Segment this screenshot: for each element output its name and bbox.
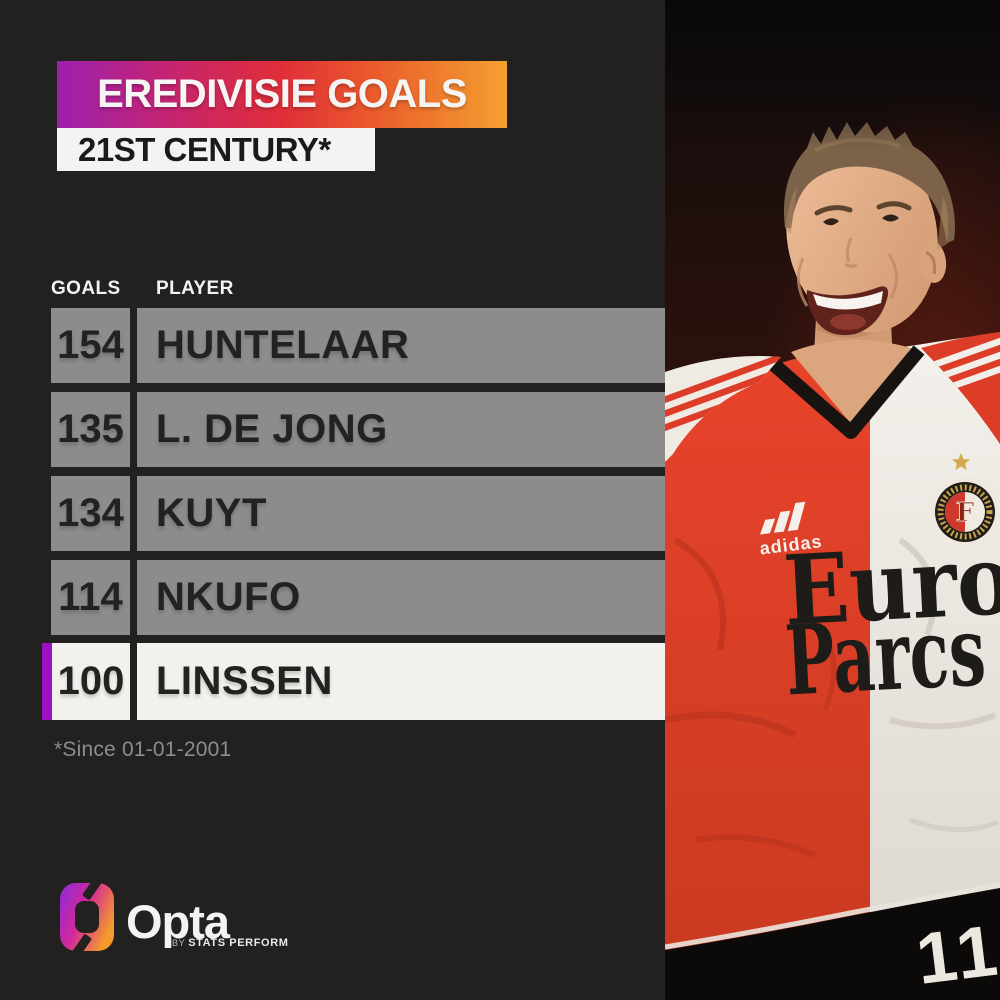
goals-cell: 114 (51, 560, 130, 635)
subtitle-banner: 21ST CENTURY* (57, 128, 375, 171)
player-cell: KUYT (137, 476, 665, 551)
player-shorts: 11 (665, 882, 1000, 1000)
shorts-number-text: 11 (912, 910, 1000, 1000)
table-row: 154 HUNTELAAR (0, 308, 665, 383)
goals-value: 154 (57, 323, 124, 367)
goals-cell: 135 (51, 392, 130, 467)
goals-value: 114 (58, 575, 123, 619)
player-name: KUYT (156, 491, 267, 535)
jersey-sponsor-text: Euro Parcs (781, 523, 1000, 718)
player-head (783, 122, 955, 407)
sponsor-line-1: Euro (781, 523, 1000, 648)
sponsor-line-2: Parcs (783, 594, 989, 717)
page-subtitle: 21ST CENTURY* (78, 130, 331, 168)
player-name: HUNTELAAR (156, 323, 410, 367)
player-name: L. DE JONG (156, 407, 388, 451)
player-photo-art: adidas F Euro Parcs (665, 0, 1000, 1000)
player-name: NKUFO (156, 575, 301, 619)
opta-tagline: BY STATS PERFORM (172, 937, 289, 949)
title-banner: EREDIVISIE GOALS (57, 61, 507, 128)
player-photo: adidas F Euro Parcs (665, 0, 1000, 1000)
goals-cell: 154 (51, 308, 130, 383)
footnote: *Since 01-01-2001 (54, 738, 232, 761)
tagline-by: BY (172, 938, 186, 948)
opta-wordmark: Opta (126, 895, 230, 948)
photo-top-fade (665, 0, 1000, 150)
feyenoord-crest-icon: F (929, 453, 1000, 548)
page-title: EREDIVISIE GOALS (97, 72, 467, 116)
player-cell: L. DE JONG (137, 392, 665, 467)
goals-cell: 100 (52, 643, 130, 720)
player-cell: NKUFO (137, 560, 665, 635)
player-cell: LINSSEN (137, 643, 665, 720)
crest-letter: F (956, 498, 975, 528)
column-header-goals: GOALS (51, 278, 121, 299)
player-name: LINSSEN (156, 659, 333, 703)
table-row: 135 L. DE JONG (0, 392, 665, 467)
tagline-company: STATS PERFORM (188, 937, 289, 949)
opta-logo-icon (60, 876, 114, 958)
table-row-highlighted: 100 LINSSEN (0, 643, 665, 720)
goals-value: 100 (57, 659, 125, 703)
column-header-player: PLAYER (156, 278, 234, 299)
player-jersey: adidas F Euro Parcs (665, 332, 1000, 965)
goals-value: 134 (57, 491, 124, 535)
highlight-accent-bar (42, 643, 52, 720)
table-row: 114 NKUFO (0, 560, 665, 635)
goals-cell: 134 (51, 476, 130, 551)
goals-value: 135 (57, 407, 124, 451)
player-cell: HUNTELAAR (137, 308, 665, 383)
table-row: 134 KUYT (0, 476, 665, 551)
